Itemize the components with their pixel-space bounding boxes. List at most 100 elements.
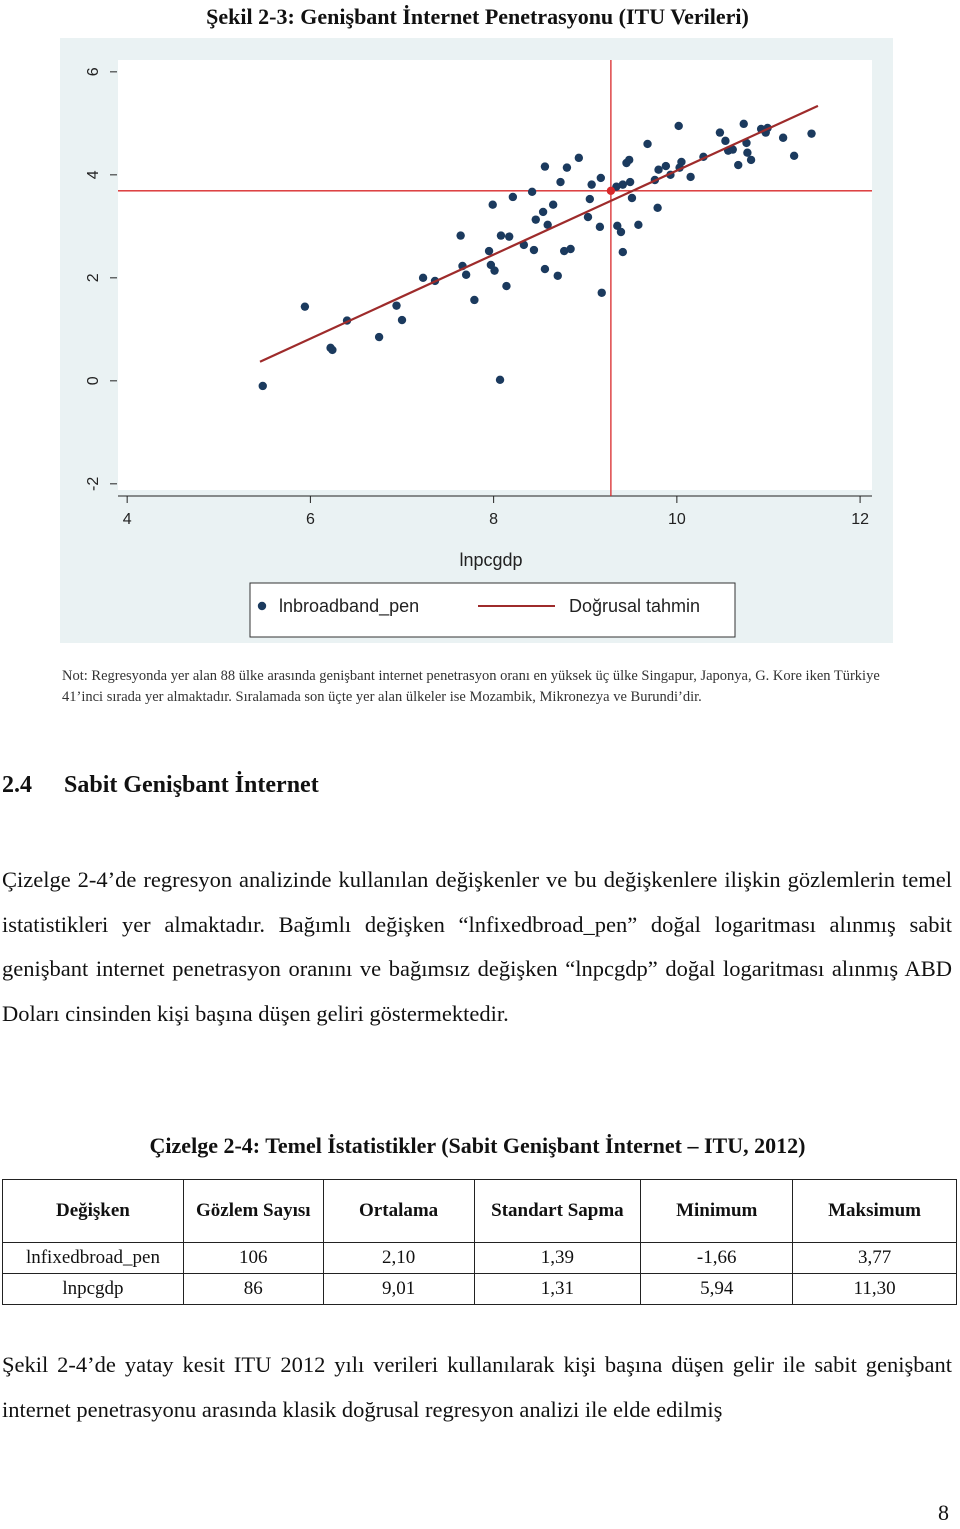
scatter-point xyxy=(587,180,596,189)
scatter-point xyxy=(562,163,572,172)
scatter-point xyxy=(625,177,635,187)
scatter-point xyxy=(643,139,652,149)
header-cell: Ortalama xyxy=(322,1179,475,1243)
scatter-point xyxy=(527,187,537,197)
scatter-point xyxy=(616,227,626,237)
scatter-point xyxy=(653,203,662,212)
scatter-point xyxy=(778,133,788,142)
y-tick-label: 0 xyxy=(85,376,102,385)
scatter-point xyxy=(540,162,550,171)
scatter-point xyxy=(618,247,628,257)
scatter-point xyxy=(461,270,471,279)
y-tick-label: -2 xyxy=(85,477,102,491)
table-row: lnfixedbroad_pen 106 2,10 1,39 -1,66 3,77 xyxy=(2,1242,957,1274)
table-cell: -1,66 xyxy=(640,1242,794,1274)
scatter-point xyxy=(596,173,606,183)
scatter-point xyxy=(743,148,752,157)
x-tick-label: 12 xyxy=(851,511,869,528)
paragraph: Şekil 2-4’de yatay kesit ITU 2012 yılı v… xyxy=(2,1352,952,1422)
scatter-point xyxy=(488,200,497,209)
figure-title: Şekil 2-3: Genişbant İnternet Penetrasyo… xyxy=(206,4,749,29)
header-cell: Minimum xyxy=(640,1179,794,1243)
scatter-point xyxy=(300,302,310,311)
legend-box xyxy=(249,582,736,638)
scatter-point xyxy=(595,222,605,232)
y-tick-label: 4 xyxy=(85,170,102,179)
scatter-point xyxy=(715,128,725,137)
scatter-point xyxy=(807,129,816,138)
stats-table: Değişken Gözlem Sayısı Ortalama Standart Sa… xyxy=(2,1179,957,1305)
scatter-point xyxy=(470,295,479,305)
scatter-point xyxy=(618,180,628,189)
legend-label: Doğrusal tahmin xyxy=(569,596,700,616)
scatter-point xyxy=(556,177,565,187)
scatter-point xyxy=(677,157,686,167)
x-tick-label: 10 xyxy=(668,511,686,528)
page-number: 8 xyxy=(938,1500,949,1525)
table-cell: 1,39 xyxy=(473,1242,642,1274)
table-cell: 9,01 xyxy=(322,1273,475,1305)
scatter-point xyxy=(686,172,695,182)
scatter-point xyxy=(654,165,663,174)
scatter-point xyxy=(674,121,683,131)
scatter-point xyxy=(496,231,506,240)
section-title: Sabit Genişbant İnternet xyxy=(64,772,319,798)
header-cell: Maksimum xyxy=(792,1179,957,1243)
paragraph: Çizelge 2-4’de regresyon analizinde kull… xyxy=(2,867,952,1026)
scatter-point xyxy=(258,381,267,391)
scatter-point xyxy=(508,192,518,202)
scatter-point xyxy=(559,246,569,256)
scatter-point xyxy=(548,200,558,209)
scatter-point xyxy=(328,345,337,355)
x-axis-label: lnpcgdp xyxy=(459,550,522,570)
scatter-point xyxy=(531,215,540,224)
table-cell: 86 xyxy=(182,1273,324,1305)
scatter-point xyxy=(374,332,384,342)
scatter-point xyxy=(392,301,401,310)
table-cell: 106 xyxy=(182,1242,324,1274)
scatter-point xyxy=(721,136,730,146)
x-tick-label: 6 xyxy=(306,511,315,528)
scatter-point xyxy=(574,153,584,163)
header-cell: Standart Sapma xyxy=(473,1179,642,1243)
scatter-point xyxy=(495,375,505,384)
header-row: Değişken Gözlem Sayısı Ortalama Standart Sa… xyxy=(2,1179,957,1243)
scatter-point xyxy=(553,271,562,280)
table-cell: lnpcgdp xyxy=(2,1273,184,1305)
scatter-point xyxy=(543,220,552,229)
chart: lnpcgdp 4 6 8 10 12 -2 0 2 4 6 lnbroadband_pen Doğr… xyxy=(60,38,893,643)
header-cell: Değişken xyxy=(2,1179,184,1243)
reference-point xyxy=(606,186,616,196)
scatter-point xyxy=(742,138,751,148)
legend-label: lnbroadband_pen xyxy=(279,596,419,617)
scatter-point xyxy=(728,145,737,154)
scatter-point xyxy=(540,264,550,274)
scatter-point xyxy=(627,193,637,203)
header-cell: Gözlem Sayısı xyxy=(182,1179,324,1243)
x-tick-label: 4 xyxy=(123,511,132,528)
scatter-point xyxy=(502,281,511,291)
scatter-point xyxy=(456,231,465,240)
table-cell: lnfixedbroad_pen xyxy=(2,1242,184,1274)
table-cell: 3,77 xyxy=(792,1242,957,1274)
scatter-point xyxy=(613,221,622,231)
scatter-point xyxy=(538,207,548,217)
table-cell: 1,31 xyxy=(473,1273,642,1305)
legend-marker xyxy=(257,601,267,611)
scatter-point xyxy=(734,160,743,170)
scatter-point xyxy=(418,273,428,283)
scatter-point xyxy=(661,161,671,171)
x-tick-label: 8 xyxy=(489,511,498,528)
table-cell: 5,94 xyxy=(640,1273,794,1305)
scatter-point xyxy=(597,288,606,297)
scatter-point xyxy=(739,119,748,129)
table-cell: 2,10 xyxy=(322,1242,475,1274)
fit-line xyxy=(259,104,819,363)
section-number: 2.4 xyxy=(2,772,32,798)
scatter-point xyxy=(625,155,634,165)
scatter-point xyxy=(566,244,575,254)
plot-area xyxy=(118,60,872,490)
table-title: Çizelge 2-4: Temel İstatistikler (Sabit … xyxy=(149,1133,806,1158)
table-row: lnpcgdp 86 9,01 1,31 5,94 11,30 xyxy=(2,1273,957,1305)
